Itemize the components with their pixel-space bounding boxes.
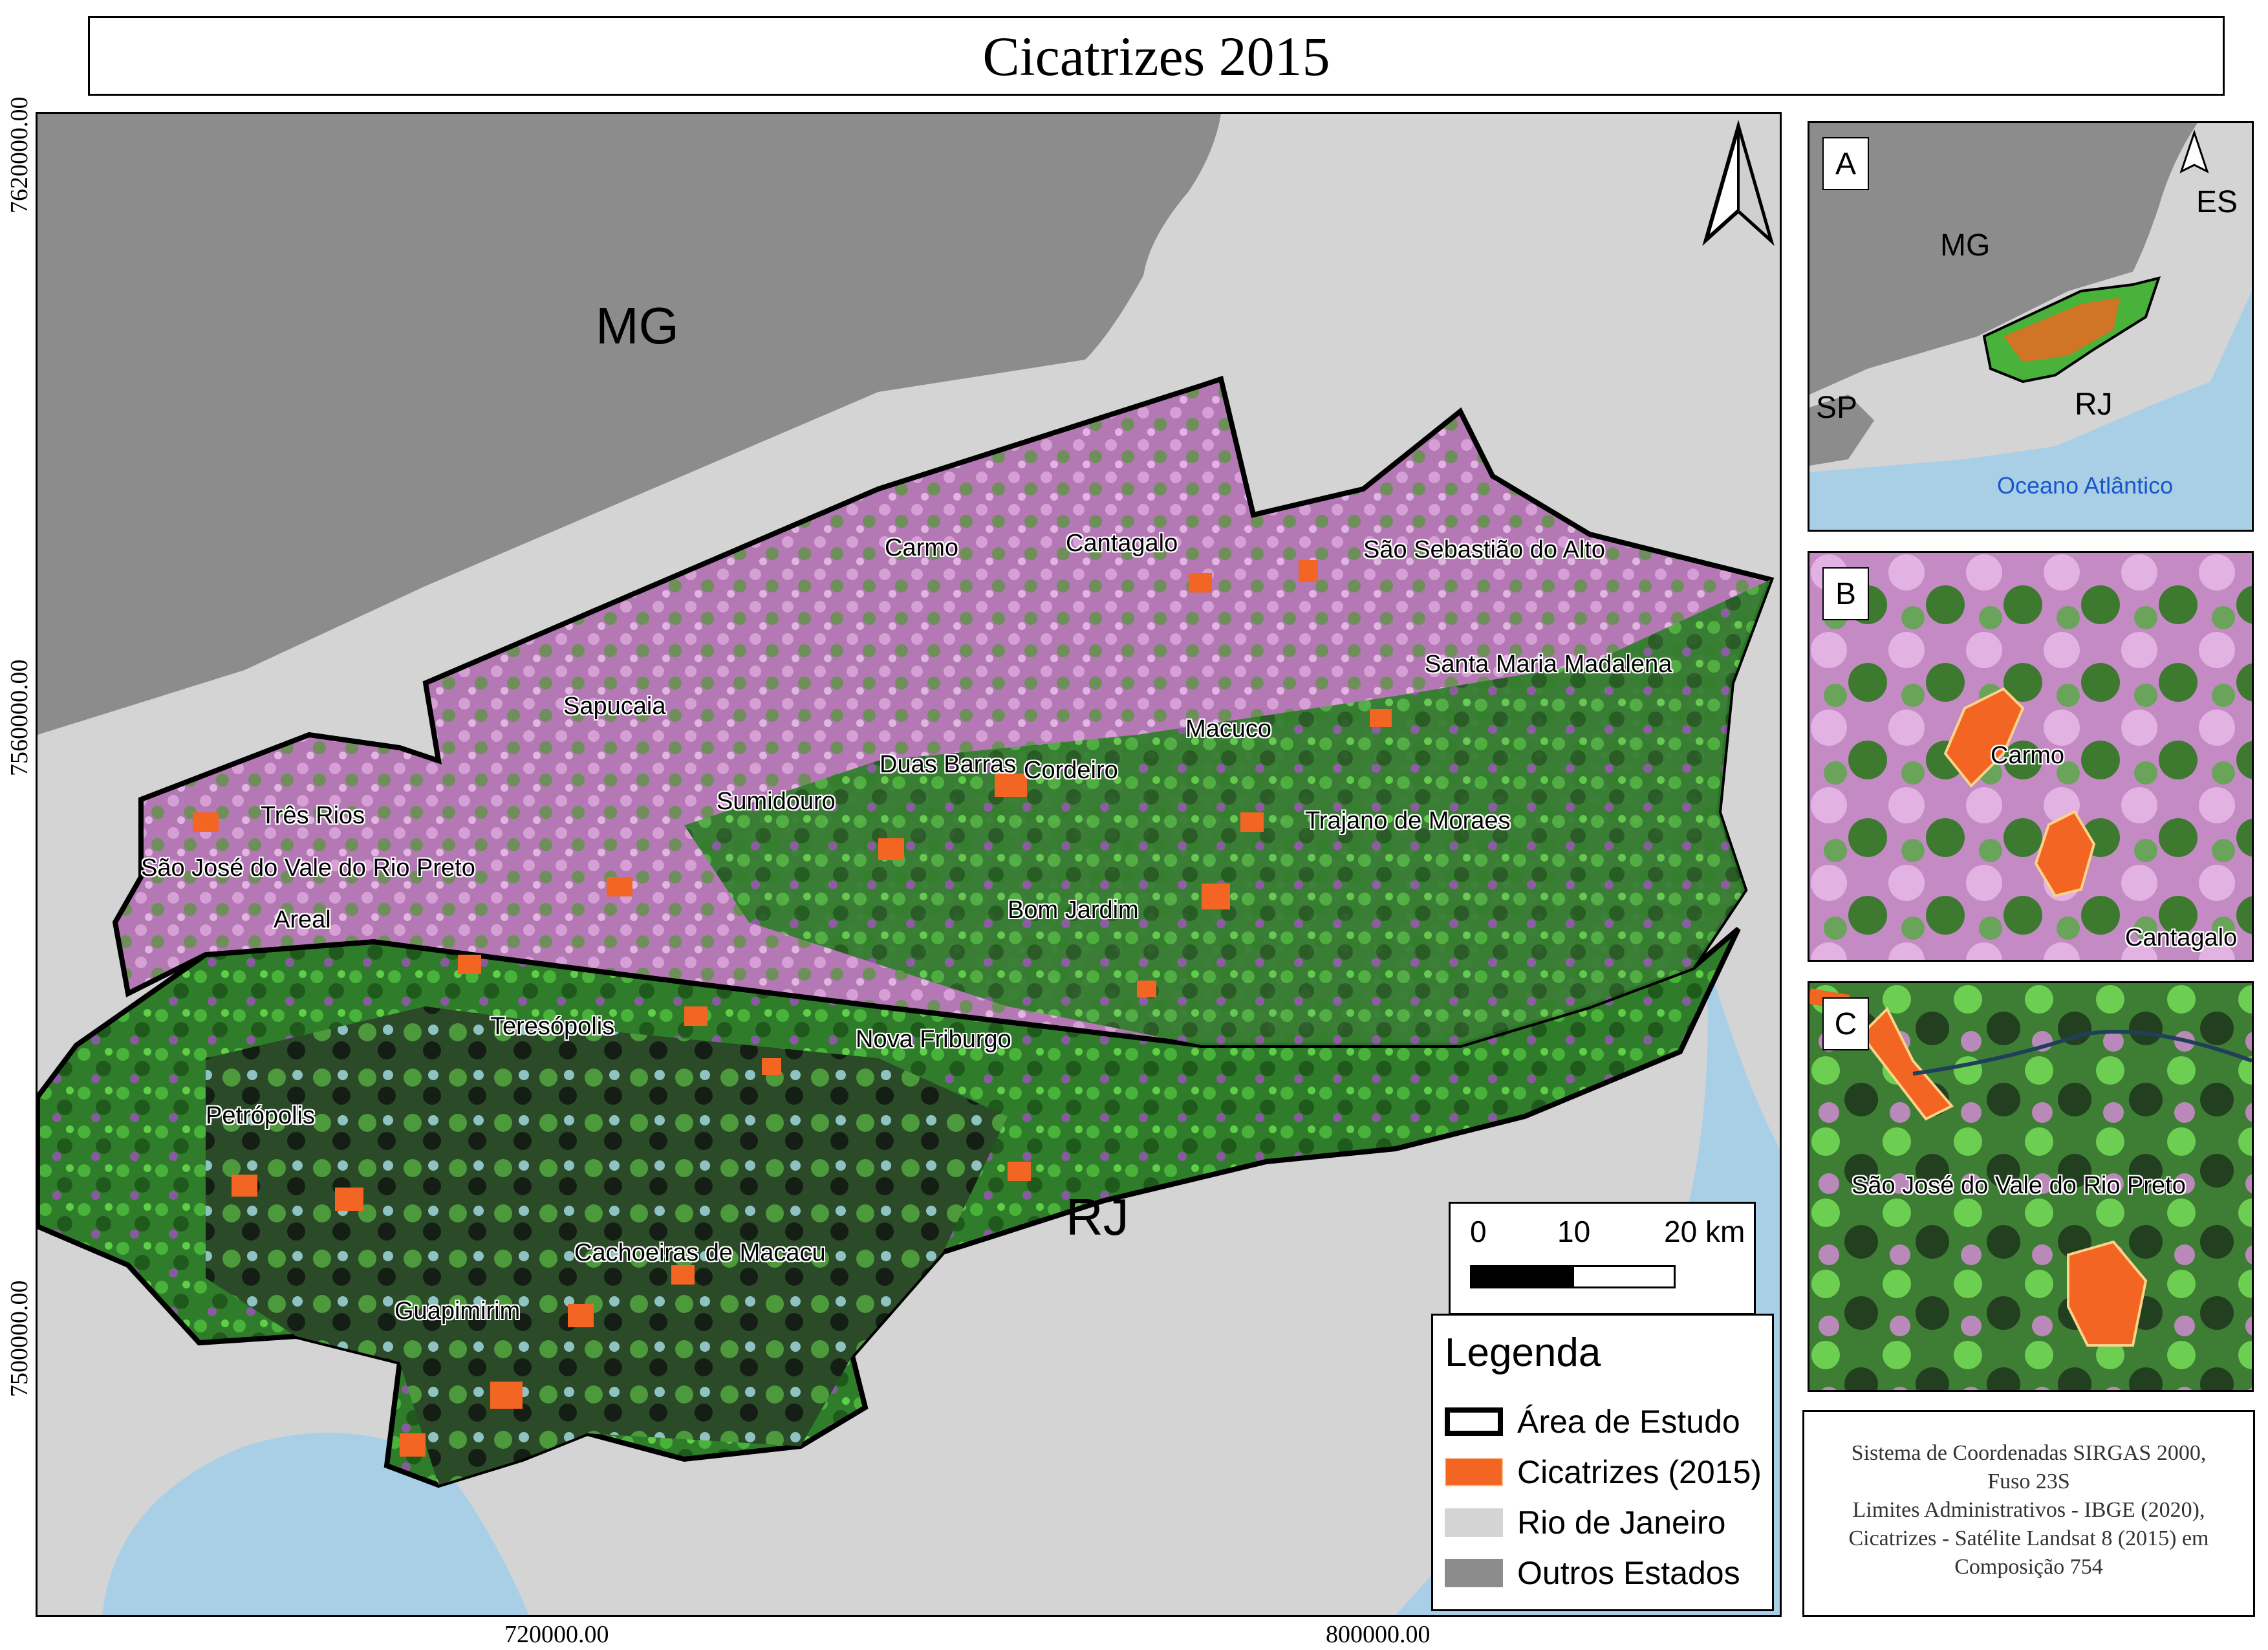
burn-scars [193, 560, 1392, 1457]
inset-b-place-label: Carmo [1991, 742, 2065, 769]
legend-label: Cicatrizes (2015) [1517, 1454, 1762, 1490]
x-tick-label: 800000.00 [1326, 1621, 1431, 1648]
credits-line: Sistema de Coordenadas SIRGAS 2000, [1851, 1441, 2207, 1465]
state-label-rj: RJ [1066, 1188, 1129, 1246]
inset-b-canvas [1809, 553, 2252, 960]
state-label-mg: MG [596, 297, 679, 354]
north-arrow-icon [1702, 120, 1775, 246]
inset-state-label-sp: SP [1816, 391, 1858, 425]
legend-swatch [1445, 1407, 1503, 1436]
municipality-label: Duas Barras [880, 751, 1017, 778]
municipality-label: Cantagalo [1066, 530, 1178, 557]
legend-label: Área de Estudo [1517, 1404, 1740, 1440]
inset-a-canvas [1809, 123, 2252, 530]
inset-c-detail-map[interactable]: C São José do Vale do Rio Preto [1808, 981, 2254, 1392]
scale-label: 0 [1470, 1215, 1487, 1248]
municipality-label: Petrópolis [206, 1102, 315, 1129]
municipality-label: Nova Friburgo [856, 1026, 1011, 1053]
municipality-label: Três Rios [261, 802, 365, 829]
inset-b-detail-map[interactable]: B Carmo Cantagalo [1808, 551, 2254, 962]
legend: Legenda Área de Estudo Cicatrizes (2015)… [1431, 1314, 1774, 1611]
legend-swatch [1445, 1508, 1503, 1537]
municipality-label: Teresópolis [490, 1013, 615, 1040]
legend-item-rio-de-janeiro: Rio de Janeiro [1445, 1504, 1725, 1541]
legend-item-other-states: Outros Estados [1445, 1554, 1740, 1592]
y-tick-label: 7560000.00 [6, 659, 33, 777]
municipality-label: Bom Jardim [1008, 896, 1139, 924]
y-tick-label: 7620000.00 [6, 96, 33, 214]
scale-segment-white [1572, 1265, 1676, 1288]
inset-c-place-label: São José do Vale do Rio Preto [1852, 1172, 2186, 1199]
inset-north-arrow-icon [2179, 129, 2209, 173]
y-tick-label: 7500000.00 [6, 1280, 33, 1398]
legend-label: Outros Estados [1517, 1555, 1740, 1591]
credits-line: Limites Administrativos - IBGE (2020), [1852, 1498, 2205, 1522]
inset-state-label-rj: RJ [2075, 387, 2113, 422]
municipality-label: Trajano de Moraes [1305, 807, 1511, 834]
municipality-label: Areal [274, 906, 331, 933]
credits-line: Fuso 23S [1987, 1470, 2070, 1493]
municipality-label: Carmo [885, 534, 959, 561]
inset-ocean-label: Oceano Atlântico [1997, 472, 2174, 499]
credits-line: Cicatrizes - Satélite Landsat 8 (2015) e… [1848, 1526, 2209, 1550]
scale-bar: 0 10 20 km [1449, 1202, 1756, 1315]
municipality-label: Sapucaia [563, 693, 666, 720]
municipality-label: Santa Maria Madalena [1425, 651, 1672, 678]
credits-line: Composição 754 [1954, 1555, 2103, 1579]
inset-letter-b: B [1822, 567, 1869, 620]
municipality-label: Sumidouro [717, 788, 836, 815]
main-map-canvas [38, 114, 1780, 1615]
municipality-label: Cordeiro [1024, 757, 1118, 784]
legend-swatch [1445, 1458, 1503, 1486]
inset-state-label-es: ES [2196, 185, 2238, 219]
legend-item-scars: Cicatrizes (2015) [1445, 1453, 1762, 1491]
inset-c-canvas [1809, 983, 2252, 1390]
inset-letter-a: A [1822, 137, 1869, 190]
main-map[interactable]: MG RJ Carmo Cantagalo São Sebastião do A… [36, 112, 1782, 1617]
municipality-label: São Sebastião do Alto [1363, 536, 1605, 563]
municipality-label: Macuco [1185, 715, 1272, 743]
municipality-label: Guapimirim [394, 1297, 521, 1325]
municipality-label: São José do Vale do Rio Preto [141, 854, 475, 882]
inset-letter-c: C [1822, 997, 1869, 1050]
legend-title: Legenda [1445, 1330, 1601, 1375]
mg-state-area [38, 114, 1221, 735]
inset-state-label-mg: MG [1940, 228, 1991, 263]
study-area-mountains [206, 1006, 1008, 1485]
legend-label: Rio de Janeiro [1517, 1504, 1726, 1541]
study-area-green-east [684, 580, 1771, 1045]
credits-box: Sistema de Coordenadas SIRGAS 2000, Fuso… [1802, 1410, 2255, 1617]
x-tick-label: 720000.00 [504, 1621, 609, 1648]
legend-item-study-area: Área de Estudo [1445, 1403, 1740, 1440]
scale-label: 20 km [1664, 1215, 1745, 1248]
municipality-label: Cachoeiras de Macacu [574, 1239, 826, 1266]
legend-swatch [1445, 1559, 1503, 1587]
scale-label: 10 [1557, 1215, 1591, 1248]
inset-b-place-label: Cantagalo [2125, 924, 2238, 951]
scale-segment-black [1470, 1265, 1573, 1288]
inset-a-locator-map[interactable]: A MG ES SP RJ Oceano Atlântico [1808, 121, 2254, 532]
map-title: Cicatrizes 2015 [88, 16, 2225, 96]
